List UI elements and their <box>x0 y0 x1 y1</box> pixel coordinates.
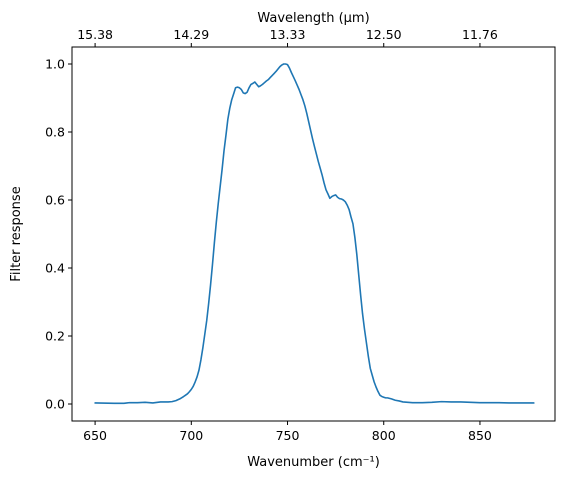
y-axis-label: Filter response <box>9 186 24 281</box>
y-tick-label: 0.6 <box>45 193 65 208</box>
x-tick-label: 750 <box>276 428 300 443</box>
top-x-tick-label: 14.29 <box>173 27 209 42</box>
y-tick-label: 1.0 <box>45 57 65 72</box>
top-x-tick-label: 13.33 <box>270 27 306 42</box>
x-tick-label: 700 <box>179 428 203 443</box>
x-axis-label: Wavenumber (cm⁻¹) <box>247 455 380 470</box>
top-x-tick-label: 11.76 <box>462 27 498 42</box>
y-tick-label: 0.0 <box>45 397 65 412</box>
filter-response-line <box>94 63 535 405</box>
y-tick-label: 0.2 <box>45 329 65 344</box>
top-x-axis-label: Wavelength (μm) <box>257 11 369 26</box>
x-tick-label: 800 <box>372 428 396 443</box>
x-tick-label: 650 <box>83 428 107 443</box>
y-tick-label: 0.4 <box>45 261 65 276</box>
ticks-layer: 650 700 750 800 850 15.38 14.29 13.33 12.50 11.76… <box>45 27 498 443</box>
top-x-tick-label: 15.38 <box>77 27 113 42</box>
plot-frame <box>71 46 556 422</box>
line-layer <box>94 63 535 405</box>
y-tick-label: 0.8 <box>45 125 65 140</box>
top-x-tick-label: 12.50 <box>366 27 402 42</box>
x-tick-label: 850 <box>468 428 492 443</box>
